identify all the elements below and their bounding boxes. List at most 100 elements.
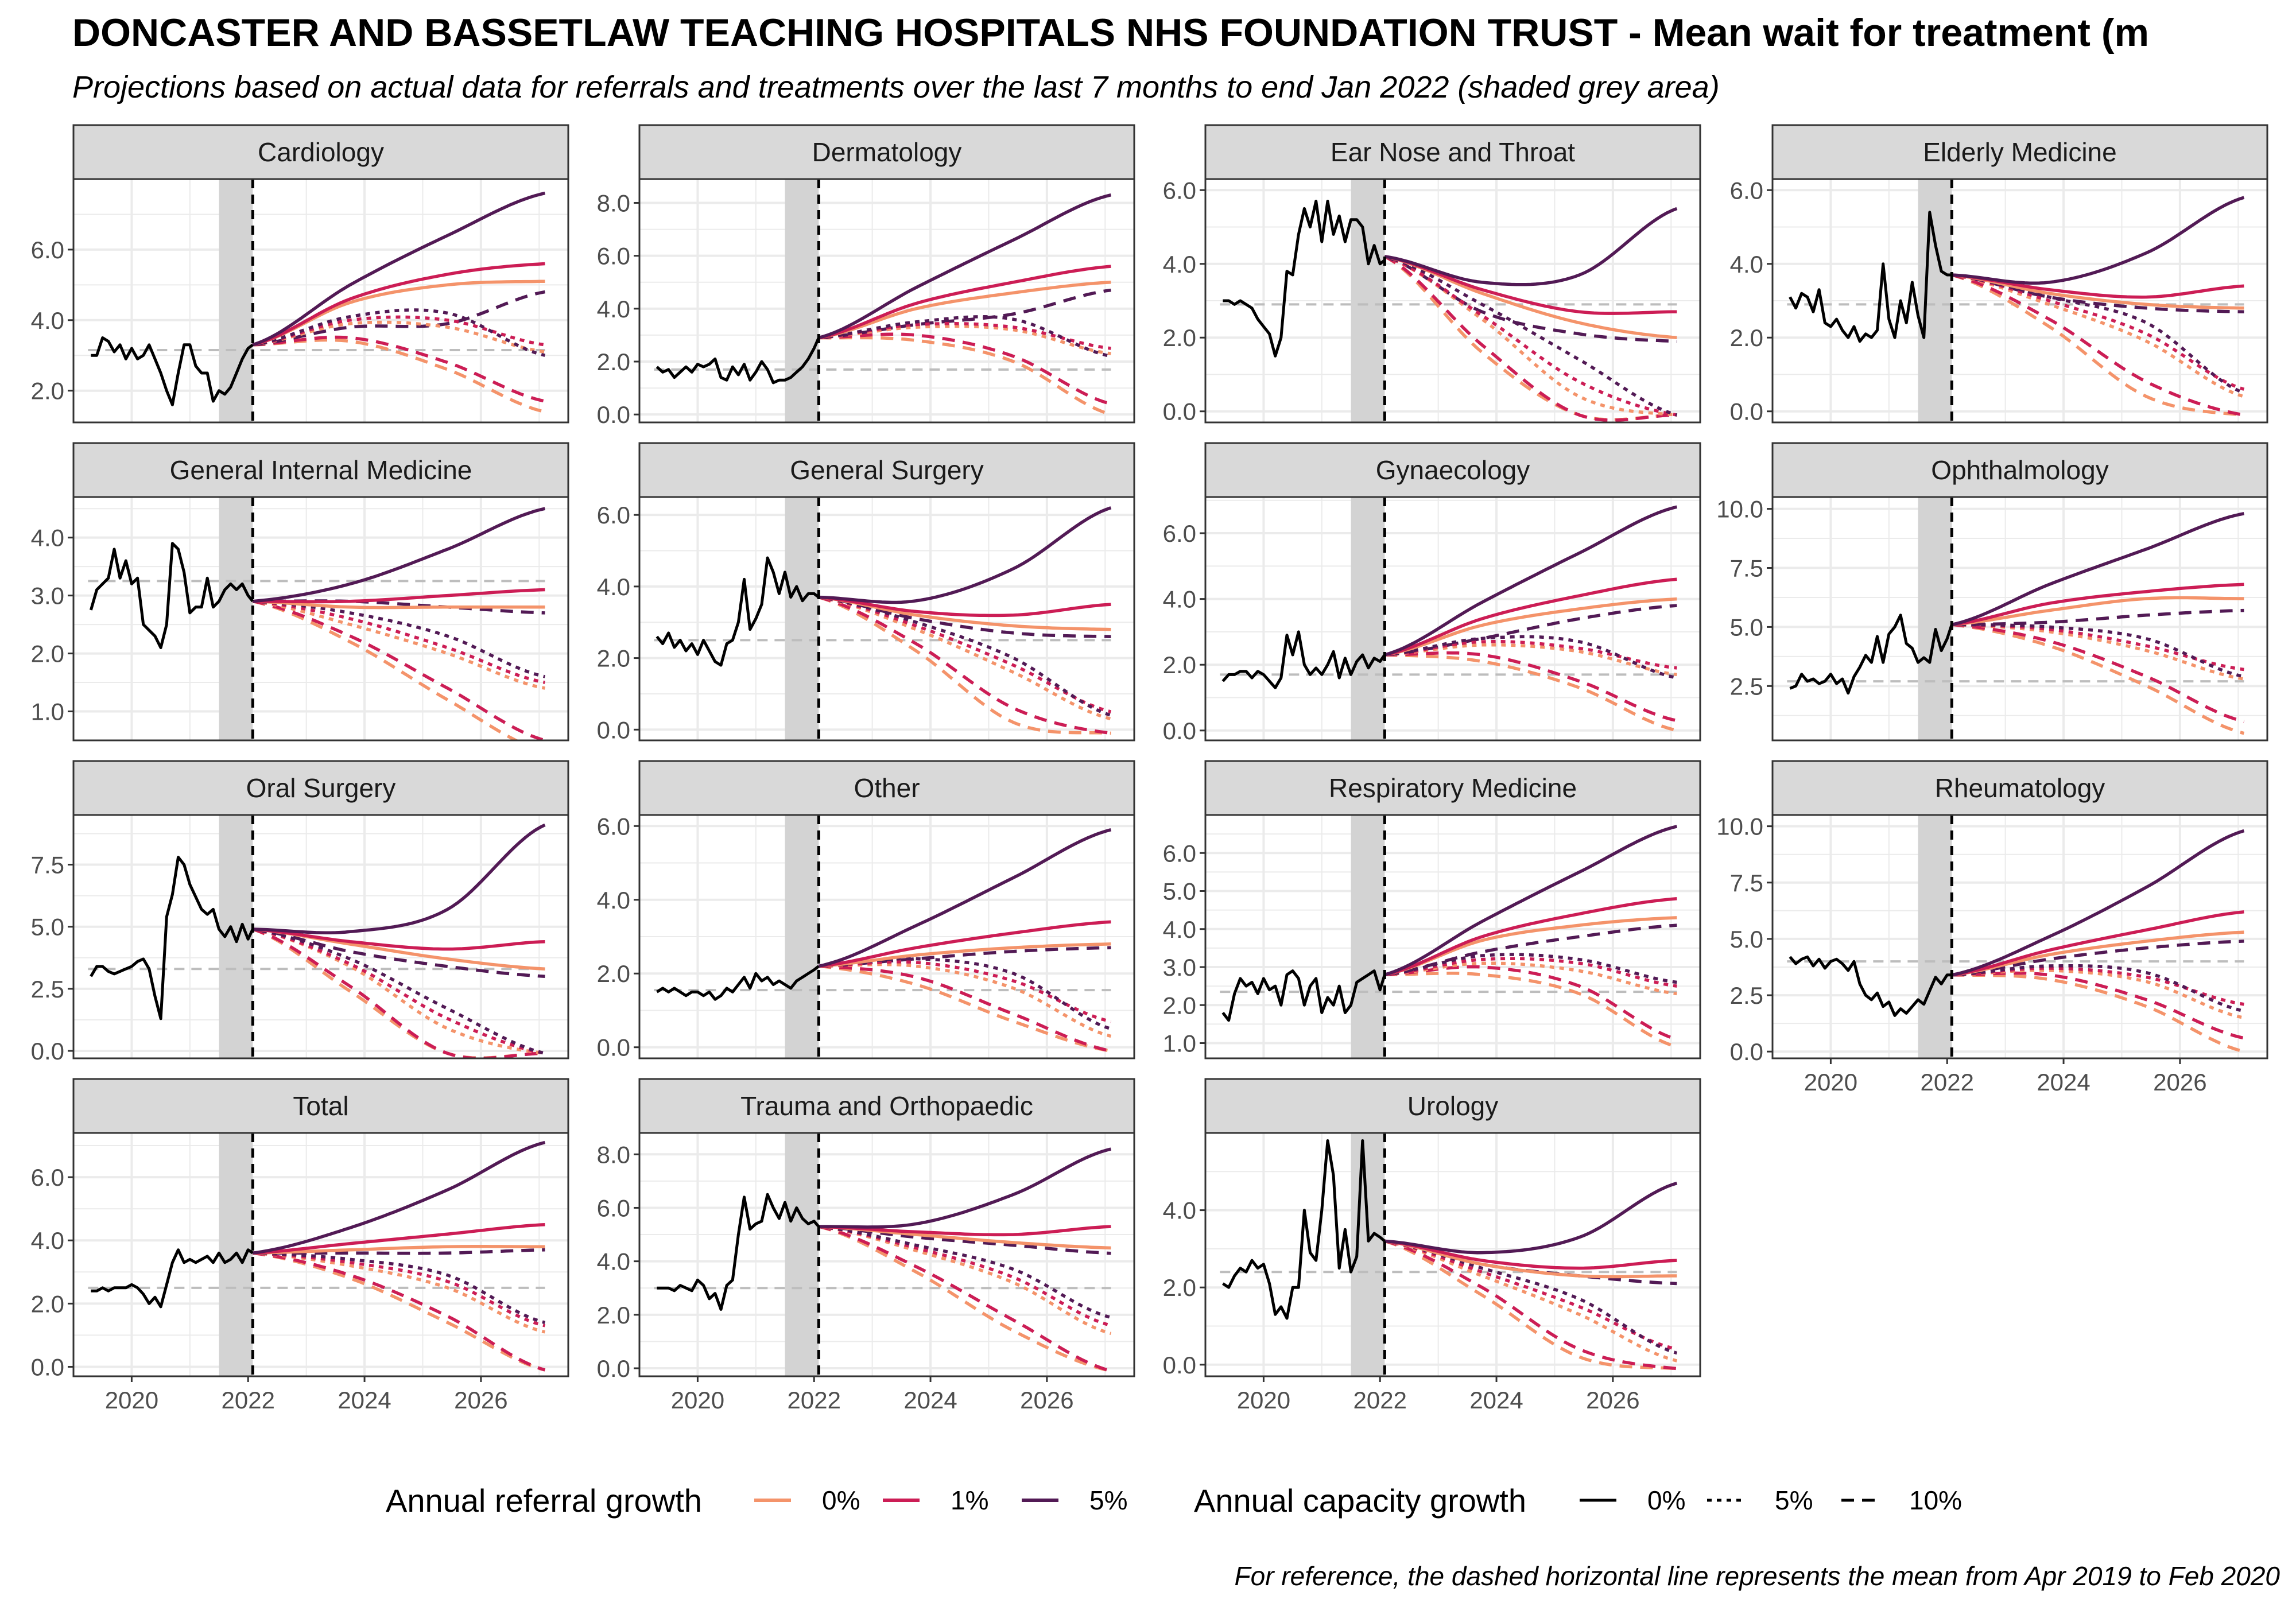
y-tick-label: 2.0	[1163, 1274, 1196, 1301]
projection-line-r5	[253, 823, 546, 934]
projection-line-c5r1	[1384, 957, 1677, 988]
y-tick-label: 6.0	[597, 813, 630, 840]
facet-label: Ophthalmology	[1931, 455, 2108, 485]
y-tick-label: 2.5	[1730, 982, 1763, 1009]
projection-line-r5	[252, 1140, 546, 1255]
y-tick-label: 8.0	[597, 189, 630, 216]
projection-line-c10r0	[818, 1225, 1112, 1373]
y-tick-label: 6.0	[597, 243, 630, 270]
projection-line-c5r5	[252, 308, 546, 357]
y-tick-label: 2.0	[597, 645, 630, 672]
y-tick-label: 4.0	[31, 307, 64, 334]
projection-basis-shade	[785, 497, 819, 740]
y-tick-label: 4.0	[1730, 251, 1763, 278]
panel-urology: Urology 0.0 2.0 4.0 2020 2022 2024 2026	[1163, 1078, 1701, 1414]
y-tick-label: 5.0	[1163, 878, 1196, 905]
gridlines	[1205, 815, 1700, 1058]
panel-general-internal-medicine: General Internal Medicine 1.0 2.0 3.0 4.0	[31, 442, 569, 742]
panel-general-surgery: General Surgery 0.0 2.0 4.0 6.0	[597, 442, 1135, 743]
actual-line	[1222, 1139, 1386, 1320]
projection-line-c10r0	[252, 600, 519, 740]
x-tick-label: 2026	[1020, 1387, 1073, 1414]
actual-line	[1789, 955, 1952, 1017]
y-tick-label: 2.0	[1163, 651, 1196, 678]
y-tick-label: 2.0	[31, 1290, 64, 1317]
x-tick-label: 2026	[1586, 1387, 1639, 1414]
y-tick-label: 4.0	[31, 525, 64, 552]
projection-line-c5r0	[1384, 643, 1677, 677]
legend-referral-items: 0% 1% 5%	[754, 1485, 1127, 1515]
plot-background	[1773, 497, 2267, 740]
x-tick-label: 2020	[1237, 1387, 1290, 1414]
x-tick-label: 2024	[2037, 1069, 2090, 1096]
projection-line-c10r1	[1951, 273, 2244, 417]
projection-line-r1	[252, 262, 545, 347]
facet-strip	[1771, 760, 2268, 816]
facet-label: General Surgery	[790, 455, 984, 485]
series-layer	[88, 815, 546, 1058]
gridlines	[639, 1133, 1134, 1376]
plot-background	[73, 1133, 568, 1376]
facet-strip	[1204, 124, 1701, 180]
actual-line	[656, 965, 820, 1001]
projection-line-r1	[1384, 1239, 1677, 1270]
y-tick-label: 6.0	[31, 1164, 64, 1191]
series-layer	[654, 179, 1112, 422]
y-tick-label: 2.0	[597, 1302, 630, 1329]
y-tick-label: 0.0	[597, 1034, 630, 1061]
y-tick-label: 0.0	[597, 1355, 630, 1382]
legend-referral-label: 5%	[1089, 1485, 1127, 1515]
y-tick-label: 2.0	[31, 641, 64, 667]
chart-title: DONCASTER AND BASSETLAW TEACHING HOSPITA…	[72, 11, 2149, 55]
y-tick-label: 6.0	[597, 1194, 630, 1221]
projection-line-r1	[819, 1225, 1111, 1237]
projection-line-r5	[819, 1147, 1112, 1229]
y-tick-label: 2.0	[1163, 324, 1196, 351]
projection-line-r0	[818, 280, 1111, 340]
facet-strip	[638, 124, 1135, 180]
facet-strip	[638, 1078, 1135, 1134]
projection-line-c10r0	[1383, 255, 1677, 421]
panel-grid: Cardiology 2.0 4.0 6.0 Dermatology 0.0 2.0 4.0 6…	[31, 124, 2268, 1414]
y-tick-label: 5.0	[1730, 926, 1763, 953]
projection-line-c5r0	[819, 962, 1112, 1038]
y-tick-label: 0.0	[1163, 398, 1196, 425]
legend-capacity-items: 0% 5% 10%	[1580, 1485, 1962, 1515]
projection-line-r5	[252, 191, 546, 347]
projection-line-r1	[819, 920, 1111, 968]
projection-line-c5r5	[252, 927, 546, 1055]
y-tick-label: 10.0	[1716, 813, 1763, 840]
projection-line-c5r5	[1384, 635, 1677, 680]
projection-line-c10r1	[1384, 651, 1678, 723]
projection-line-c5r1	[252, 927, 545, 1055]
facet-label: General Internal Medicine	[170, 455, 472, 485]
projection-basis-shade	[1918, 179, 1952, 422]
projection-line-c10r1	[1384, 1239, 1677, 1371]
actual-line	[90, 856, 254, 1020]
y-tick-label: 0.0	[31, 1353, 64, 1380]
projection-line-r5	[818, 828, 1112, 968]
panel-other: Other 0.0 2.0 4.0 6.0	[597, 760, 1135, 1061]
projection-line-c10r1	[1952, 623, 2245, 723]
projection-line-c5r5	[1952, 964, 2245, 1013]
projection-line-r5	[1384, 207, 1678, 286]
y-tick-label: 4.0	[31, 1227, 64, 1254]
panel-elderly-medicine: Elderly Medicine 0.0 2.0 4.0 6.0	[1730, 124, 2268, 425]
projection-line-c5r5	[818, 595, 1112, 717]
projection-line-r0	[1952, 596, 2244, 627]
y-tick-label: 0.0	[597, 401, 630, 428]
projection-line-c5r5	[819, 315, 1112, 358]
projection-line-r5	[818, 193, 1112, 340]
projection-line-c10r0	[819, 336, 1112, 416]
y-tick-label: 7.5	[1730, 554, 1763, 581]
projection-line-c10r0	[1952, 973, 2245, 1053]
y-tick-label: 4.0	[1163, 251, 1196, 278]
series-layer	[1220, 1133, 1678, 1376]
actual-line	[657, 1193, 820, 1311]
projection-line-c10r5	[1952, 940, 2244, 977]
panel-total: Total 0.0 2.0 4.0 6.0 2020 2022 2024 2026	[31, 1078, 569, 1414]
projection-line-c10r1	[1384, 255, 1677, 422]
y-tick-label: 1.0	[31, 698, 64, 725]
projection-line-r1	[1951, 910, 2244, 977]
